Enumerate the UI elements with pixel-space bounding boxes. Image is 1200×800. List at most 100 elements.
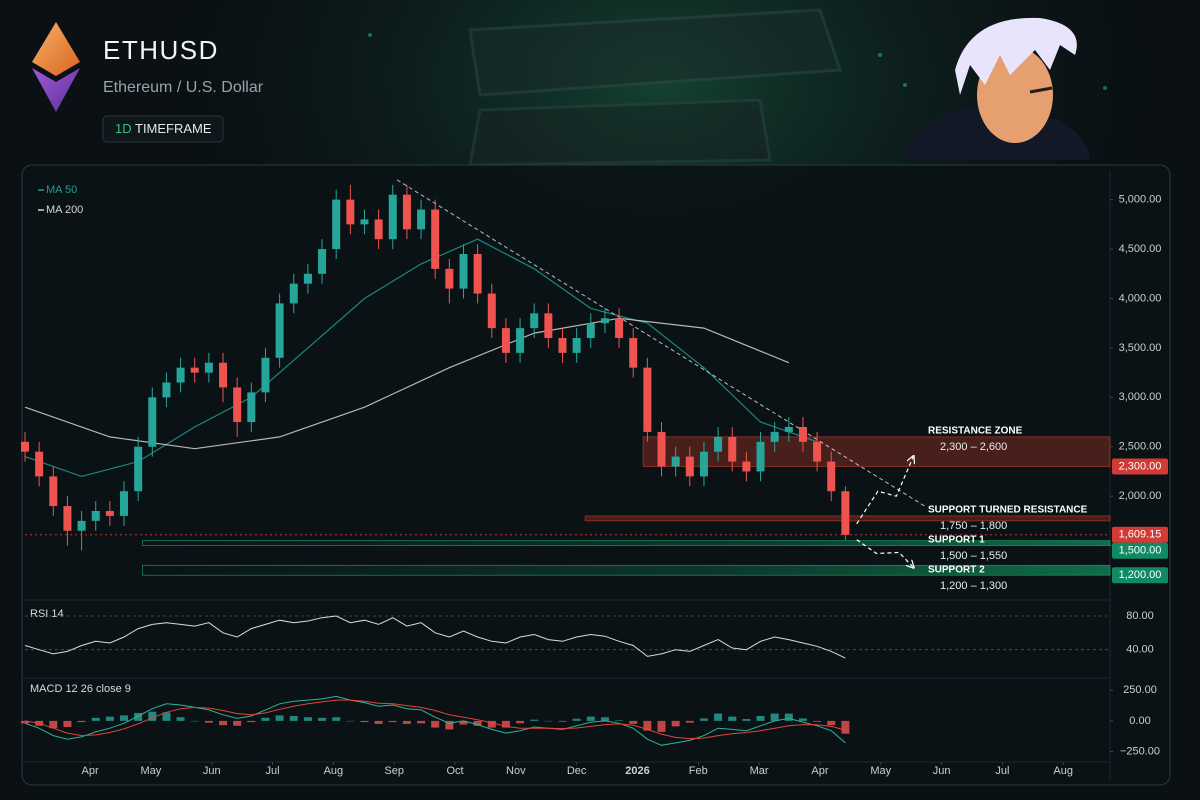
pane-title: MACD 12 26 close 9: [30, 683, 131, 695]
macd-histogram-bar: [233, 720, 242, 726]
candle-body: [784, 426, 793, 432]
macd-histogram-bar: [63, 720, 72, 727]
macd-histogram-bar: [388, 720, 397, 723]
candle-body: [105, 510, 114, 516]
zone-range: 2,300 – 2,600: [940, 441, 1007, 453]
zone-range: 1,750 – 1,800: [940, 520, 1007, 532]
candle-body: [219, 362, 228, 388]
x-tick-label: Jul: [266, 765, 280, 777]
candle-body: [657, 431, 666, 467]
candle-body: [134, 446, 143, 492]
macd-histogram-bar: [742, 719, 751, 721]
candle-body: [21, 441, 29, 452]
price-badge: [1112, 458, 1168, 475]
price-badge-label: 2,300.00: [1119, 460, 1162, 472]
symbol-name: Ethereum / U.S. Dollar: [103, 79, 264, 96]
candle-body: [289, 283, 298, 304]
macd-histogram-bar: [289, 716, 298, 721]
macd-histogram-bar: [530, 719, 539, 721]
candle-body: [798, 426, 807, 442]
zone-name: SUPPORT TURNED RESISTANCE: [928, 505, 1088, 516]
macd-histogram-bar: [572, 718, 581, 721]
x-tick-label: Aug: [1053, 765, 1073, 777]
macd-histogram-bar: [120, 715, 129, 721]
timeframe: 1D: [115, 121, 132, 136]
projection-arrow: [856, 539, 914, 568]
eth-logo: [32, 68, 80, 112]
zone-name: SUPPORT 1: [928, 535, 985, 546]
x-tick-label: Feb: [689, 765, 708, 777]
macd-histogram-bar: [813, 720, 822, 722]
candle-body: [572, 338, 581, 353]
macd-histogram-bar: [615, 720, 624, 721]
x-tick-label: Jul: [995, 765, 1009, 777]
x-tick-label: Jun: [933, 765, 951, 777]
macd-histogram-bar: [841, 720, 850, 734]
x-tick-label: Dec: [567, 765, 587, 777]
macd-histogram-bar: [417, 720, 426, 724]
macd-histogram-bar: [134, 712, 143, 721]
trendline: [396, 179, 925, 507]
candle-body: [841, 491, 850, 535]
candle-body: [162, 382, 171, 398]
macd-histogram-bar: [770, 713, 779, 721]
macd-histogram-bar: [190, 720, 199, 722]
macd-histogram-bar: [728, 716, 737, 721]
pane-title: RSI 14: [30, 608, 64, 620]
candle-body: [318, 249, 327, 274]
candle-body: [615, 318, 624, 339]
y-tick-label: 4,500.00: [1119, 243, 1162, 255]
chart-panel: [21, 164, 1171, 786]
background-art: [368, 8, 1107, 167]
macd-histogram-bar: [219, 720, 228, 726]
candle-body: [120, 491, 129, 516]
macd-histogram-bar: [318, 717, 327, 721]
macd-histogram-bar: [77, 720, 86, 723]
candle-body: [233, 387, 242, 423]
macd-histogram-bar: [473, 720, 482, 726]
candle-body: [487, 293, 496, 329]
x-tick-label: Jun: [203, 765, 221, 777]
macd-histogram-bar: [586, 716, 595, 721]
candle-body: [459, 254, 468, 289]
y-tick-label: 250.00: [1123, 684, 1157, 696]
macd-histogram-bar: [558, 720, 567, 722]
macd-histogram-bar: [459, 720, 468, 725]
macd-histogram-bar: [91, 717, 100, 721]
price-badge: [1112, 567, 1168, 584]
candle-body: [77, 520, 86, 531]
projection-arrow: [856, 457, 914, 525]
macd-histogram-bar: [501, 720, 510, 728]
x-tick-label: Apr: [82, 765, 99, 777]
macd-histogram-bar: [544, 720, 553, 722]
macd-histogram-bar: [600, 717, 609, 721]
candle-body: [360, 219, 369, 225]
candle-body: [827, 461, 836, 492]
macd-histogram-bar: [105, 716, 114, 721]
candle-body: [728, 436, 737, 462]
candle-body: [530, 313, 539, 329]
x-tick-label: May: [140, 765, 161, 777]
candle-body: [148, 397, 157, 447]
macd-histogram-bar: [21, 720, 29, 724]
x-tick-label: Aug: [324, 765, 344, 777]
candle-body: [544, 313, 553, 339]
candle-body: [643, 367, 652, 432]
candle-body: [671, 456, 680, 467]
x-tick-label: Apr: [811, 765, 828, 777]
timeframe-badge: [102, 115, 224, 143]
price-zone: [642, 436, 1111, 467]
macd-histogram-bar: [827, 720, 836, 726]
y-tick-label: 3,500.00: [1119, 342, 1162, 354]
candle-body: [346, 199, 355, 225]
macd-histogram-bar: [445, 720, 454, 730]
candle-body: [204, 362, 213, 373]
candle-body: [714, 436, 723, 452]
candle-body: [770, 431, 779, 442]
candle-body: [600, 318, 609, 324]
candle-body: [261, 357, 270, 393]
macd-histogram-bar: [162, 712, 171, 721]
y-tick-label: 2,000.00: [1119, 490, 1162, 502]
y-tick-label: 3,000.00: [1119, 391, 1162, 403]
